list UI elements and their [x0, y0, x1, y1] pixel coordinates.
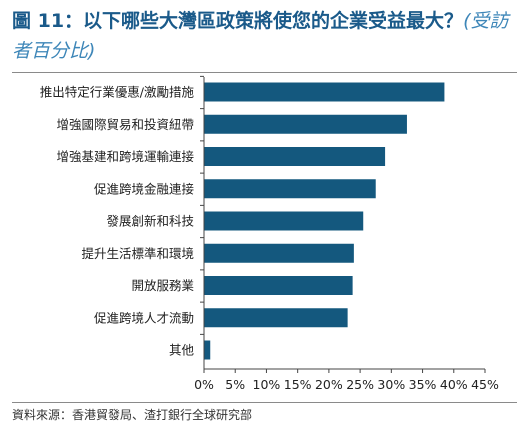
bar — [204, 179, 376, 199]
category-label: 開放服務業 — [131, 278, 194, 293]
bar — [204, 243, 354, 263]
chart-subtitle: (受訪者百分比) — [12, 10, 509, 62]
category-label: 增強國際貿易和投資紐帶 — [56, 117, 194, 132]
chart-title: 圖 11：以下哪些大灣區政策將使您的企業受益最大？ — [12, 10, 464, 32]
x-tick-label: 0% — [194, 377, 214, 392]
bottom-divider — [12, 402, 517, 403]
x-tick-label: 25% — [346, 377, 374, 392]
category-label: 推出特定行業優惠/激勵措施 — [40, 85, 195, 100]
bar — [204, 308, 348, 328]
x-tick-label: 45% — [471, 377, 499, 392]
x-tick-label: 20% — [315, 377, 343, 392]
category-label: 增強基建和跨境運輸連接 — [56, 149, 194, 164]
x-tick-label: 5% — [225, 377, 245, 392]
category-label: 其他 — [169, 343, 195, 358]
bar-chart: 推出特定行業優惠/激勵措施增強國際貿易和投資紐帶增強基建和跨境運輸連接促進跨境金… — [40, 75, 499, 392]
category-label: 促進跨境金融連接 — [94, 181, 195, 196]
bar — [204, 211, 364, 231]
bar — [204, 82, 445, 102]
bar — [204, 114, 407, 134]
bar — [204, 340, 211, 360]
x-tick-label: 15% — [284, 377, 312, 392]
bar — [204, 147, 386, 166]
x-tick-label: 35% — [409, 377, 437, 392]
bar — [204, 276, 353, 295]
chart-title-block: 圖 11：以下哪些大灣區政策將使您的企業受益最大？(受訪者百分比) — [12, 6, 517, 66]
category-label: 促進跨境人才流動 — [94, 310, 194, 325]
x-tick-label: 40% — [440, 377, 468, 392]
x-tick-label: 30% — [377, 377, 405, 392]
category-label: 發展創新和科技 — [106, 214, 194, 229]
x-tick-label: 10% — [253, 377, 281, 392]
top-divider — [12, 72, 517, 73]
source-note: 資料來源：香港貿發局、渣打銀行全球研究部 — [12, 408, 253, 422]
category-label: 提升生活標準和環境 — [81, 246, 194, 261]
